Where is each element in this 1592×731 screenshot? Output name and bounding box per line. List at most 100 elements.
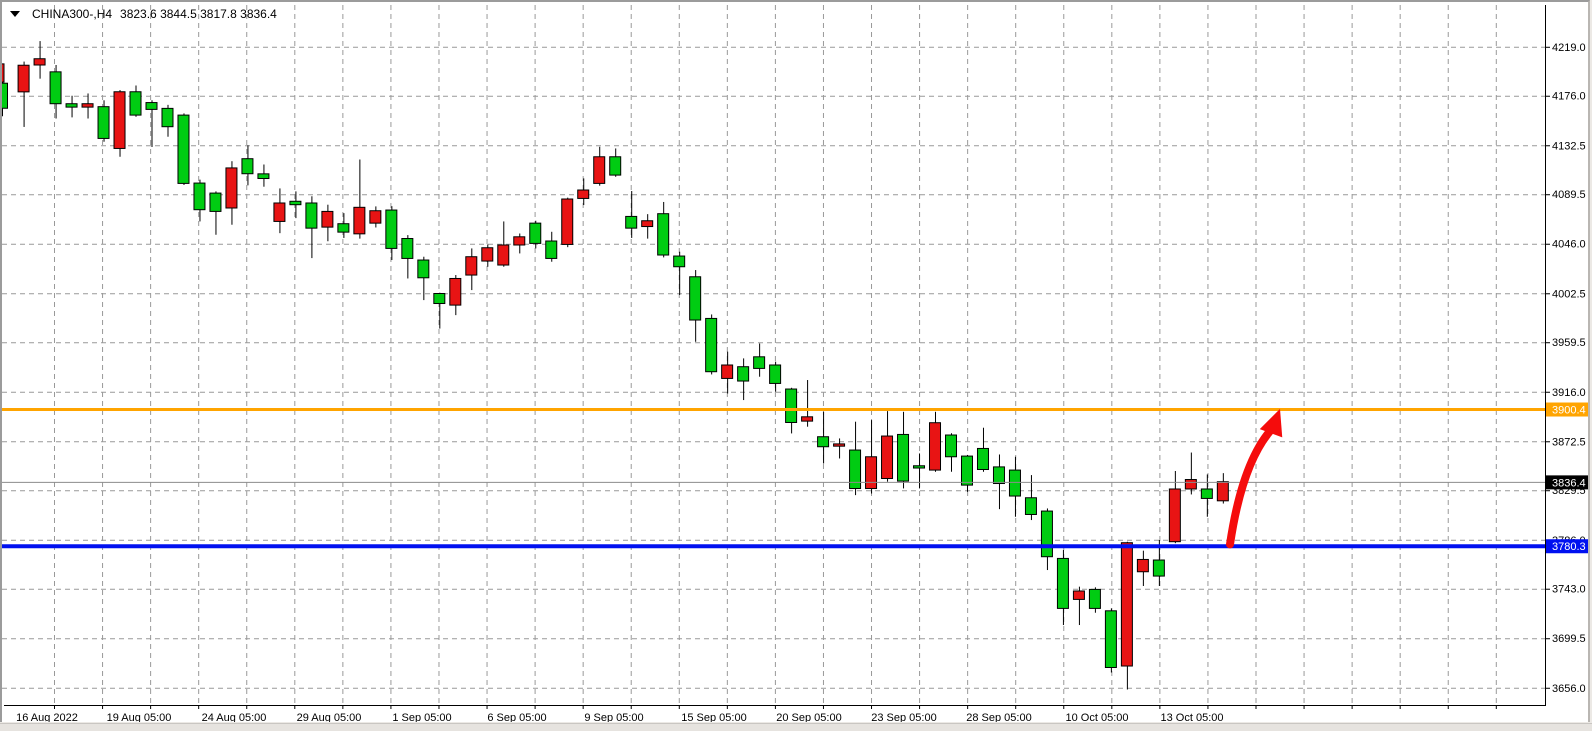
chart-header: CHINA300-,H4 3823.6 3844.5 3817.8 3836.4 [10, 6, 277, 22]
candle-body [209, 192, 222, 212]
candle-bull [1088, 587, 1101, 613]
candle-body [529, 222, 542, 244]
time-axis[interactable]: 16 Aug 2022 19 Aug 05:00 24 Aug 05:00 29 Au… [16, 705, 1497, 722]
candle-bull [161, 104, 174, 137]
candle-body [929, 422, 942, 471]
candle-bear [273, 188, 286, 234]
candle-bull [609, 148, 622, 177]
candle-bull [433, 292, 446, 329]
candle-body [609, 156, 622, 176]
resistance-line-label: 3900.4 [1546, 402, 1588, 417]
candle-body [193, 182, 206, 211]
candle-bear [1136, 550, 1149, 586]
candle-body [1056, 557, 1069, 609]
candle-body [960, 455, 973, 486]
time-tick-label: 13 Oct 05:00 [1161, 712, 1224, 722]
price-tick-label: 3656.0 [1552, 683, 1586, 695]
candle-bear [1168, 470, 1181, 544]
candle-bull [385, 206, 398, 261]
candle-body [49, 71, 62, 105]
candle-body [513, 236, 526, 246]
price-tick-label: 4132.5 [1552, 140, 1586, 152]
candle-bear [929, 411, 942, 472]
price-label-text: 3900.4 [1552, 405, 1586, 417]
candle-bear [513, 233, 526, 254]
price-label-box [1546, 402, 1588, 417]
candle-bear [593, 146, 606, 186]
candle-body [97, 106, 110, 139]
candle-bear [801, 380, 814, 427]
candle-body [33, 58, 46, 66]
candle-body [417, 259, 430, 279]
candle-body [257, 173, 270, 180]
candle-bull [769, 361, 782, 392]
candle-bear [865, 420, 878, 494]
candle-body [1152, 559, 1165, 577]
candle-bear [369, 206, 382, 228]
trend-arrow[interactable] [1226, 408, 1283, 549]
candle-body [1200, 488, 1213, 499]
candle-body [833, 443, 846, 447]
candle-bull [1008, 456, 1021, 517]
candle-body [17, 64, 30, 93]
candle-body [353, 206, 366, 235]
candle-bull [849, 421, 862, 496]
time-tick-label: 16 Aug 2022 [16, 712, 78, 722]
candle-bear [641, 214, 654, 239]
candle-body [577, 189, 590, 199]
time-tick-label: 28 Sep 05:00 [966, 712, 1031, 722]
candle-bull [657, 201, 670, 258]
candle-body [1168, 488, 1181, 543]
candle-body [897, 433, 910, 482]
support-line-label: 3780.3 [1546, 539, 1588, 554]
price-axis[interactable]: 4219.0 4176.0 4132.5 4089.5 4046.0 4002.5 3959… [1545, 42, 1586, 695]
candle-bull [945, 433, 957, 472]
candle-body [1136, 558, 1149, 573]
candle-bear [353, 159, 366, 239]
candle-body [481, 247, 494, 262]
candle-body [657, 213, 670, 256]
candle-body [1072, 590, 1085, 600]
candle-body [1040, 510, 1053, 558]
time-tick-label: 20 Sep 05:00 [776, 712, 841, 722]
candle-body [433, 292, 446, 305]
candle-bull [960, 454, 973, 492]
candle-bull [689, 270, 702, 342]
candle-body [976, 447, 989, 471]
candle-bear [321, 204, 334, 242]
candle-bull [145, 100, 158, 147]
candle-body [225, 167, 238, 209]
candle-bull [529, 220, 542, 249]
time-tick-label: 29 Aug 05:00 [297, 712, 362, 722]
candle-bull [49, 65, 62, 119]
price-tick-label: 3699.5 [1552, 633, 1586, 645]
candle-body [1088, 588, 1101, 609]
price-tick-label: 3916.0 [1552, 387, 1586, 399]
time-tick-label: 23 Sep 05:00 [871, 712, 936, 722]
candle-bull [2, 82, 8, 117]
candle-body [689, 276, 702, 321]
candle-body [673, 255, 686, 268]
candle-bull [209, 191, 222, 235]
candle-body [1120, 542, 1133, 667]
ohlc-quote-label: 3823.6 3844.5 3817.8 3836.4 [120, 7, 277, 21]
price-tick-label: 3872.5 [1552, 436, 1586, 448]
candle-bull [897, 411, 910, 489]
price-label-text: 3780.3 [1552, 541, 1586, 553]
candle-bull [289, 191, 302, 219]
symbol-dropdown-icon[interactable] [10, 11, 20, 17]
price-tick-label: 4002.5 [1552, 288, 1586, 300]
candle-body [321, 210, 334, 228]
candle-body [849, 449, 862, 490]
candle-body [641, 220, 654, 228]
candle-bull [1200, 474, 1213, 517]
candle-bull [625, 191, 638, 238]
candle-bull [97, 100, 110, 142]
price-tick-label: 4219.0 [1552, 42, 1586, 54]
candle-body [161, 107, 174, 128]
price-label-box [1546, 539, 1588, 554]
candle-bull [737, 358, 750, 401]
candle-body [737, 366, 750, 382]
candle-body [1024, 497, 1037, 515]
